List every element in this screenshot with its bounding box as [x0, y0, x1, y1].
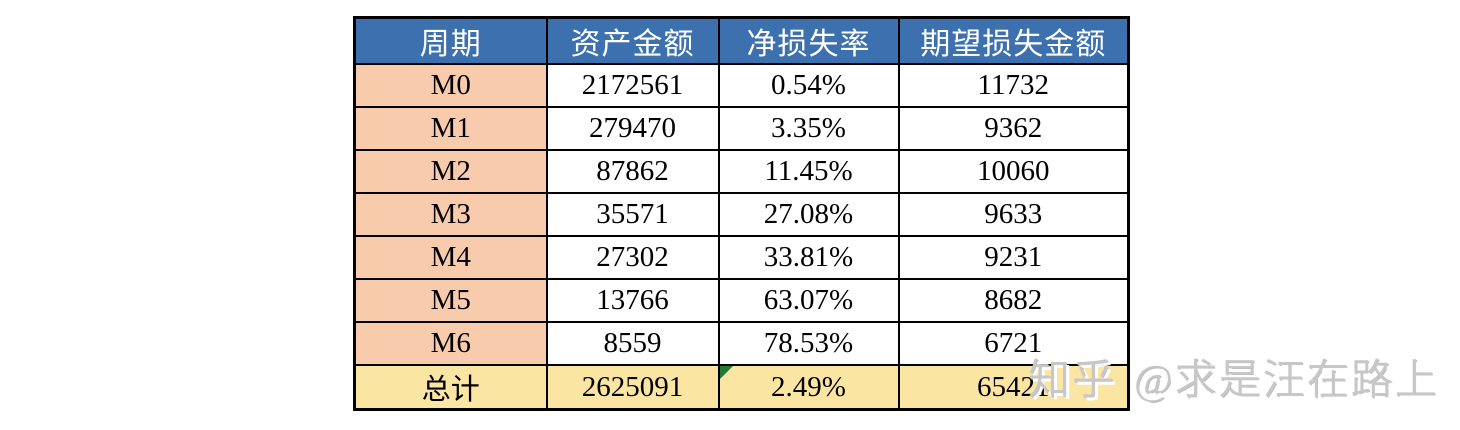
table-row-m3: M3 35571 27.08% 9633: [353, 192, 1130, 237]
cell-error-flag-icon: [720, 366, 733, 379]
period-cell: M4: [353, 235, 548, 280]
table-row-m4: M4 27302 33.81% 9231: [353, 235, 1130, 280]
loss-rate-cell: 11.45%: [717, 149, 900, 194]
expected-loss-cell: 8682: [897, 278, 1130, 323]
loss-rate-cell: 78.53%: [717, 321, 900, 366]
table-row-total: 总计 2625091 2.49% 65421: [353, 364, 1130, 411]
expected-loss-cell: 9231: [897, 235, 1130, 280]
period-cell: M3: [353, 192, 548, 237]
table-row-m2: M2 87862 11.45% 10060: [353, 149, 1130, 194]
expected-loss-cell: 9362: [897, 106, 1130, 151]
total-label-cell: 总计: [353, 364, 548, 411]
period-cell: M0: [353, 63, 548, 108]
column-header-period: 周期: [353, 16, 548, 65]
table-row-m6: M6 8559 78.53% 6721: [353, 321, 1130, 366]
column-header-expected-loss-amount: 期望损失金额: [897, 16, 1130, 65]
watermark-handle: @求是汪在路上: [1134, 358, 1439, 404]
loss-rate-cell: 3.35%: [717, 106, 900, 151]
table-row-m0: M0 2172561 0.54% 11732: [353, 63, 1130, 108]
period-cell: M1: [353, 106, 548, 151]
table-row-m1: M1 279470 3.35% 9362: [353, 106, 1130, 151]
column-header-net-loss-rate: 净损失率: [717, 16, 900, 65]
total-asset-cell: 2625091: [545, 364, 720, 411]
loss-rate-cell: 0.54%: [717, 63, 900, 108]
total-loss-rate-value: 2.49%: [771, 370, 846, 403]
asset-cell: 35571: [545, 192, 720, 237]
asset-cell: 13766: [545, 278, 720, 323]
loss-rate-cell: 33.81%: [717, 235, 900, 280]
loss-table: 周期 资产金额 净损失率 期望损失金额 M0 2172561 0.54% 117…: [353, 16, 1130, 411]
table-row-m5: M5 13766 63.07% 8682: [353, 278, 1130, 323]
total-loss-rate-cell: 2.49%: [717, 364, 900, 411]
period-cell: M2: [353, 149, 548, 194]
expected-loss-cell: 9633: [897, 192, 1130, 237]
expected-loss-cell: 11732: [897, 63, 1130, 108]
asset-cell: 8559: [545, 321, 720, 366]
asset-cell: 27302: [545, 235, 720, 280]
loss-rate-cell: 27.08%: [717, 192, 900, 237]
expected-loss-cell: 6721: [897, 321, 1130, 366]
asset-cell: 2172561: [545, 63, 720, 108]
asset-cell: 87862: [545, 149, 720, 194]
period-cell: M5: [353, 278, 548, 323]
period-cell: M6: [353, 321, 548, 366]
expected-loss-cell: 10060: [897, 149, 1130, 194]
header-row: 周期 资产金额 净损失率 期望损失金额: [353, 16, 1130, 65]
asset-cell: 279470: [545, 106, 720, 151]
loss-rate-cell: 63.07%: [717, 278, 900, 323]
column-header-asset-amount: 资产金额: [545, 16, 720, 65]
total-expected-loss-cell: 65421: [897, 364, 1130, 411]
